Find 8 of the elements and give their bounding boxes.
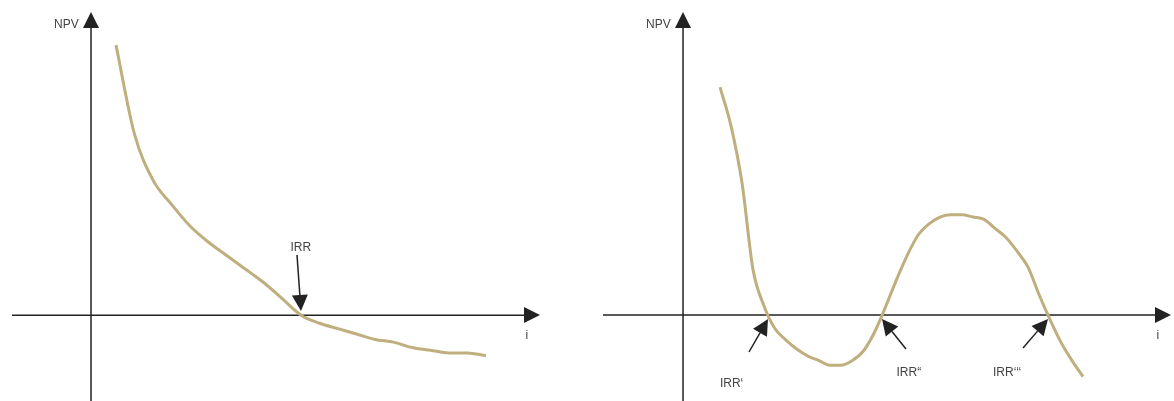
y-axis-title: NPV (54, 17, 79, 31)
annotation: IRR (290, 240, 312, 255)
annotation: IRR‘‘‘ (993, 365, 1022, 380)
annotation: IRR“ (896, 365, 922, 380)
y-axis-title: NPV (646, 17, 671, 31)
x-axis-title: i (1156, 328, 1160, 343)
x-axis-title: i (525, 328, 529, 343)
annotation: IRR‘ (719, 376, 744, 391)
